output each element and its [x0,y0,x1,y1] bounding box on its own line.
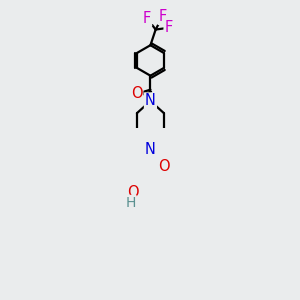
Text: N: N [145,94,156,109]
Text: F: F [158,9,167,24]
Text: N: N [145,142,156,157]
Text: F: F [165,20,173,35]
Text: O: O [159,159,170,174]
Text: F: F [143,11,151,26]
Text: O: O [131,86,142,101]
Text: O: O [127,185,139,200]
Text: H: H [125,196,136,210]
